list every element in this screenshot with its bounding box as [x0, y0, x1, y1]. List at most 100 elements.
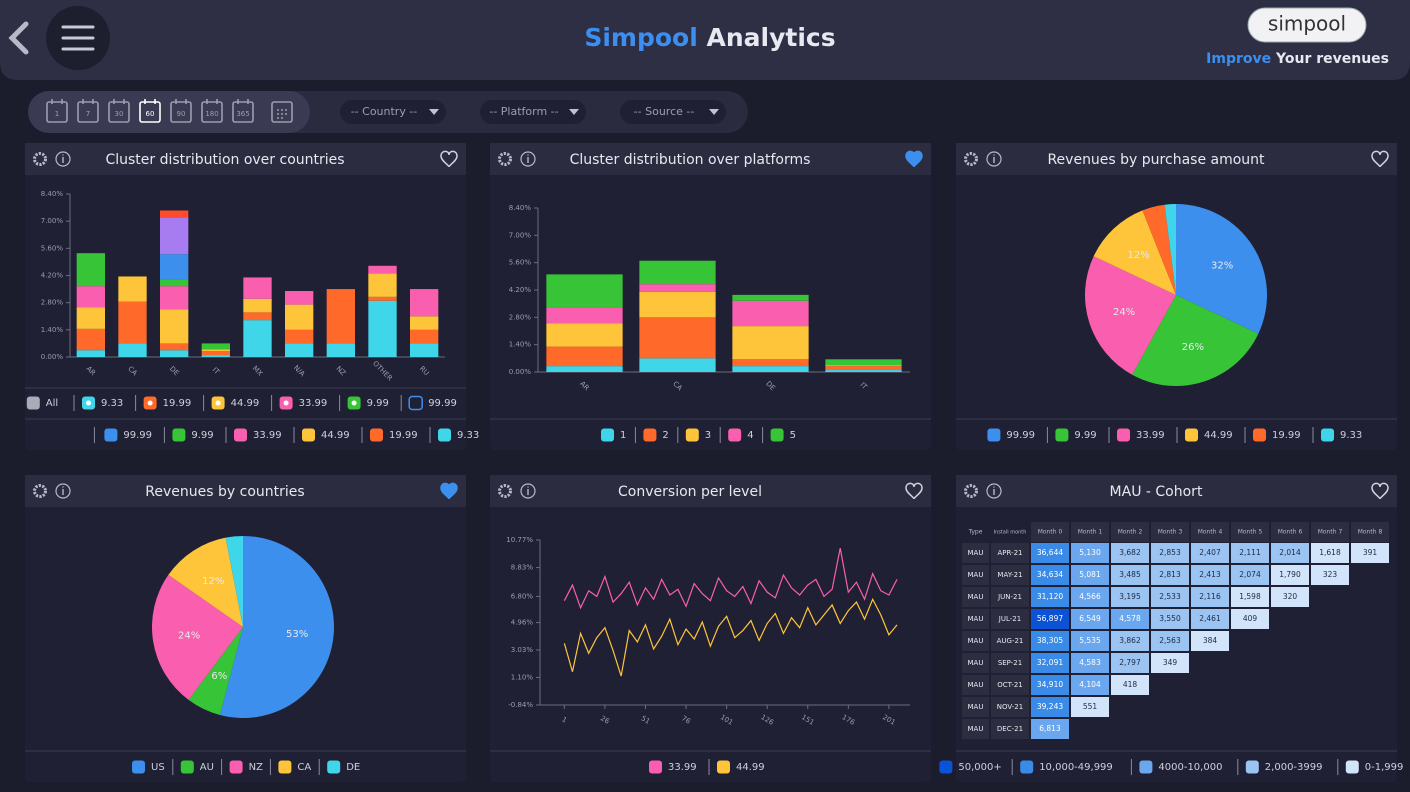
header-cell [991, 522, 1029, 542]
x-tick-label: 1 [560, 715, 568, 724]
top-bar [0, 0, 1410, 80]
legend-swatch[interactable] [1185, 428, 1198, 442]
legend-label: 4 [747, 430, 753, 441]
legend-swatch[interactable] [180, 760, 194, 774]
filter-dropdown[interactable] [480, 100, 586, 124]
legend-swatch[interactable] [104, 428, 118, 442]
legend-swatch[interactable] [408, 395, 423, 411]
legend-swatch[interactable] [438, 428, 451, 442]
custom-period-button[interactable] [271, 101, 293, 123]
legend-swatch[interactable] [26, 396, 40, 410]
legend-swatch[interactable] [302, 428, 315, 442]
bar-segment [546, 366, 623, 372]
legend-swatch[interactable] [601, 428, 614, 442]
panel-title: Revenues by countries [145, 484, 304, 500]
legend-swatch[interactable] [234, 428, 247, 442]
legend-label: 44.99 [1204, 430, 1233, 441]
bar-segment [732, 294, 809, 301]
bar-segment [546, 323, 623, 347]
bar-segment [639, 291, 716, 318]
legend-swatch[interactable] [172, 428, 186, 442]
cell-text: NOV-21 [997, 703, 1023, 711]
legend-swatch[interactable] [1055, 428, 1069, 442]
legend-label: 10,000-49,999 [1039, 762, 1113, 773]
legend-swatch[interactable] [643, 428, 657, 442]
filter-dropdown[interactable] [620, 100, 726, 124]
legend-swatch[interactable] [649, 760, 662, 774]
y-tick-label: 7.00% [41, 217, 64, 225]
favorite-button[interactable] [440, 150, 458, 168]
bar-segment [76, 350, 105, 357]
legend-swatch[interactable] [229, 760, 243, 774]
filter-dropdown[interactable] [340, 100, 446, 124]
settings-button[interactable] [33, 152, 47, 166]
cell-text: JUL-21 [998, 615, 1021, 623]
info-button[interactable] [520, 483, 536, 499]
legend-swatch[interactable] [770, 428, 784, 442]
legend-swatch[interactable] [939, 760, 953, 774]
legend-label: 9.33 [1340, 430, 1362, 441]
bar-segment [326, 289, 355, 344]
favorite-button[interactable] [1371, 150, 1389, 168]
y-tick-label: 5.60% [509, 259, 532, 267]
cell-text: MAU [968, 725, 984, 733]
cell-value: 3,195 [1119, 592, 1141, 601]
cell-value: 38,305 [1037, 636, 1063, 645]
period-group [28, 91, 310, 133]
period-button[interactable] [232, 101, 254, 123]
legend-label: 19.99 [163, 398, 192, 409]
settings-button[interactable] [964, 152, 978, 166]
legend-swatch[interactable] [1020, 760, 1034, 774]
legend-swatch[interactable] [278, 760, 292, 774]
legend-swatch[interactable] [685, 428, 699, 442]
favorite-button[interactable] [1371, 482, 1389, 500]
back-button[interactable] [8, 21, 29, 55]
cohort-cell [1191, 609, 1229, 629]
legend-swatch[interactable] [1321, 428, 1334, 442]
period-button[interactable] [201, 101, 223, 123]
settings-button[interactable] [33, 484, 47, 498]
tagline-accent: Improve [1206, 51, 1271, 67]
legend-swatch[interactable] [717, 760, 730, 774]
info-button[interactable] [520, 151, 536, 167]
period-button[interactable] [77, 101, 99, 123]
legend-swatch[interactable] [1345, 760, 1359, 774]
slice-label: 12% [202, 576, 224, 587]
period-button[interactable] [170, 101, 192, 123]
info-button[interactable] [986, 483, 1002, 499]
cell-value: 34,910 [1037, 680, 1063, 689]
favorite-button[interactable] [905, 482, 923, 500]
cohort-cell [1111, 609, 1149, 629]
cell-value: 2,074 [1239, 570, 1261, 579]
settings-button[interactable] [498, 484, 512, 498]
settings-button[interactable] [498, 152, 512, 166]
y-tick-label: 4.20% [41, 272, 64, 280]
cohort-cell [1031, 675, 1069, 695]
favorite-button[interactable] [905, 150, 923, 168]
favorite-button[interactable] [440, 482, 458, 500]
legend-swatch[interactable] [1139, 760, 1153, 774]
legend-swatch[interactable] [987, 428, 1001, 442]
legend-swatch[interactable] [327, 760, 341, 774]
bar-segment [285, 291, 314, 305]
info-button[interactable] [986, 151, 1002, 167]
period-button[interactable] [108, 101, 130, 123]
column-header: Month 1 [1078, 529, 1103, 536]
logo: simpool [1268, 12, 1346, 36]
period-button[interactable] [139, 101, 161, 123]
legend-swatch[interactable] [1117, 428, 1130, 442]
bar-segment [825, 365, 902, 367]
legend-swatch[interactable] [370, 428, 383, 442]
info-button[interactable] [55, 151, 71, 167]
settings-button[interactable] [964, 484, 978, 498]
legend-swatch[interactable] [1253, 428, 1266, 442]
legend-swatch[interactable] [132, 760, 145, 774]
cell-value: 323 [1323, 570, 1338, 579]
cohort-cell [1071, 653, 1109, 673]
legend-swatch[interactable] [1245, 760, 1259, 774]
legend-swatch[interactable] [728, 428, 742, 442]
info-button[interactable] [55, 483, 71, 499]
legend-label: 99.99 [123, 430, 152, 441]
period-button[interactable] [46, 101, 68, 123]
month-cell [991, 609, 1029, 629]
